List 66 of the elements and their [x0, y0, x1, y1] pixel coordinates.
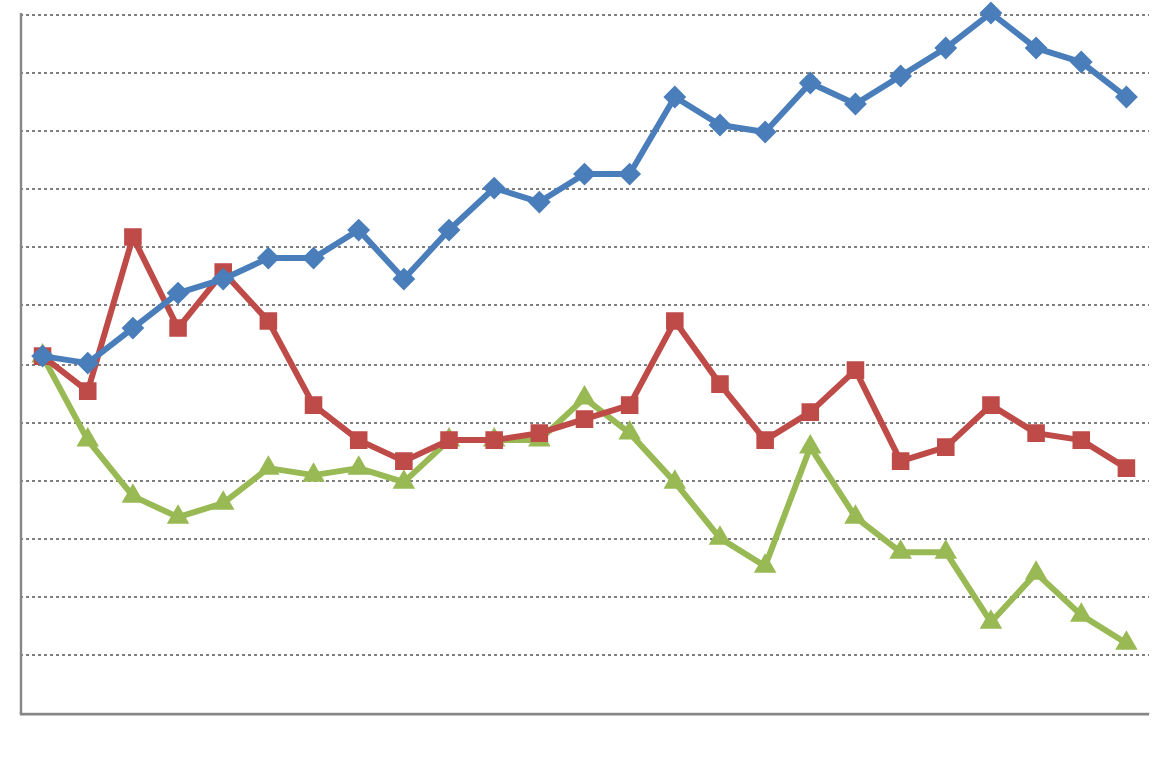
point — [347, 219, 370, 242]
point — [1117, 459, 1136, 477]
point — [801, 403, 820, 421]
point — [1025, 37, 1048, 60]
point — [393, 470, 415, 489]
point — [438, 219, 461, 242]
point — [257, 456, 279, 475]
point — [1115, 631, 1137, 650]
point — [1070, 51, 1093, 74]
point — [754, 554, 776, 573]
point — [934, 37, 957, 60]
point — [756, 431, 774, 449]
point — [167, 505, 189, 524]
point — [259, 312, 278, 330]
point — [666, 312, 684, 330]
point — [167, 282, 190, 305]
point — [711, 375, 729, 393]
point — [708, 114, 731, 137]
point — [663, 86, 686, 109]
point — [124, 228, 142, 246]
point — [573, 163, 596, 186]
point — [1115, 86, 1138, 109]
point — [76, 352, 99, 375]
point — [169, 319, 187, 337]
point — [395, 452, 413, 470]
point — [575, 410, 594, 428]
point — [891, 452, 910, 470]
point — [528, 191, 551, 214]
point — [77, 428, 99, 447]
point — [573, 386, 596, 405]
point — [1027, 424, 1045, 442]
point — [890, 540, 912, 559]
point — [121, 317, 144, 340]
point — [799, 72, 822, 95]
point — [1072, 431, 1091, 449]
point — [846, 361, 865, 379]
point — [349, 431, 368, 449]
point — [619, 421, 641, 440]
point — [530, 424, 549, 442]
point — [935, 540, 957, 559]
point — [392, 268, 415, 291]
point — [1070, 603, 1092, 622]
point — [982, 396, 1000, 414]
point — [1025, 561, 1047, 580]
point — [302, 247, 325, 270]
point — [212, 268, 235, 291]
point — [889, 65, 912, 88]
point — [304, 396, 323, 414]
point — [348, 456, 370, 475]
point — [709, 526, 731, 545]
point — [979, 2, 1002, 24]
point — [303, 463, 325, 482]
point — [799, 435, 821, 454]
point — [844, 93, 867, 116]
point — [257, 247, 280, 270]
point — [212, 491, 234, 510]
point — [937, 438, 955, 456]
point — [122, 484, 144, 503]
point — [78, 382, 97, 400]
point — [844, 505, 866, 524]
point — [754, 121, 777, 144]
point — [620, 396, 639, 414]
point — [664, 470, 686, 489]
point — [483, 177, 506, 200]
point — [980, 610, 1002, 629]
point — [618, 163, 641, 186]
